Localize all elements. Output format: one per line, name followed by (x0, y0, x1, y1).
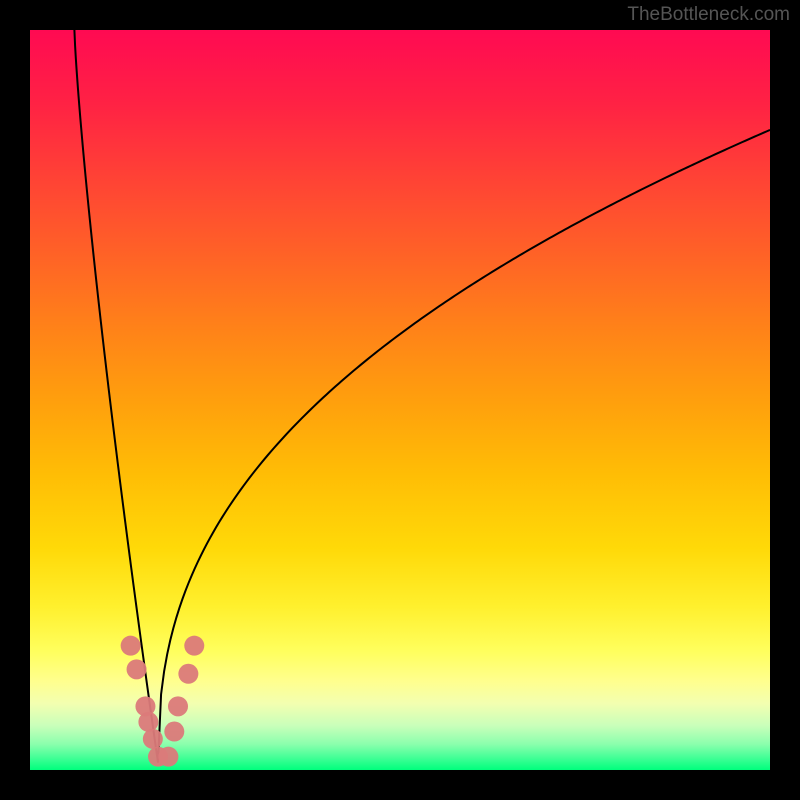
plot-area (30, 30, 770, 770)
data-marker (184, 636, 204, 656)
left-curve (74, 30, 158, 763)
chart-container: TheBottleneck.com (0, 0, 800, 800)
data-marker (143, 729, 163, 749)
data-marker (158, 747, 178, 767)
data-marker (138, 712, 158, 732)
chart-svg (30, 30, 770, 770)
data-marker (178, 664, 198, 684)
data-marker (164, 722, 184, 742)
data-marker (121, 636, 141, 656)
watermark-text: TheBottleneck.com (627, 4, 790, 26)
data-marker (127, 659, 147, 679)
data-marker (168, 696, 188, 716)
right-curve (158, 130, 770, 763)
